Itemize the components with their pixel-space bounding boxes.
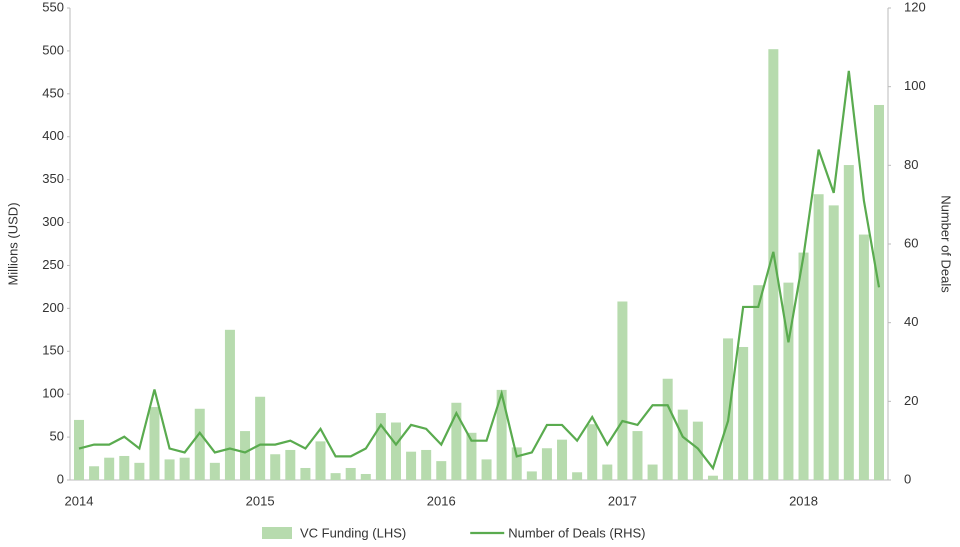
bar bbox=[798, 252, 809, 480]
bar bbox=[285, 449, 296, 480]
bar bbox=[707, 475, 718, 480]
bar bbox=[315, 441, 326, 480]
bar bbox=[345, 467, 356, 480]
bar bbox=[104, 457, 115, 480]
y-axis-title: Millions (USD) bbox=[5, 202, 20, 285]
bar bbox=[813, 194, 824, 480]
bar bbox=[768, 49, 779, 481]
y-tick-label: 50 bbox=[50, 429, 64, 444]
bar bbox=[134, 462, 145, 480]
bar bbox=[481, 459, 492, 480]
bar bbox=[874, 104, 884, 480]
bar bbox=[406, 451, 417, 480]
x-tick-label: 2018 bbox=[789, 493, 818, 508]
line bbox=[78, 70, 881, 471]
bar bbox=[677, 409, 688, 480]
bar bbox=[496, 389, 507, 480]
y-tick-label: 300 bbox=[42, 214, 64, 229]
bar bbox=[662, 378, 673, 480]
bar bbox=[194, 408, 205, 480]
y2-tick-label: 80 bbox=[904, 157, 918, 172]
legend-label: VC Funding (LHS) bbox=[300, 525, 406, 540]
y-tick-label: 100 bbox=[42, 386, 64, 401]
bar bbox=[511, 447, 522, 480]
y2-axis-title: Number of Deals bbox=[939, 195, 954, 293]
y-tick-label: 250 bbox=[42, 257, 64, 272]
bar bbox=[119, 455, 130, 480]
bar bbox=[466, 432, 477, 480]
bar bbox=[602, 464, 613, 480]
y2-tick-label: 20 bbox=[904, 393, 918, 408]
bar bbox=[828, 205, 839, 480]
y2-tick-label: 60 bbox=[904, 235, 918, 250]
bar bbox=[557, 439, 568, 480]
bar bbox=[209, 462, 220, 480]
y2-tick-label: 40 bbox=[904, 314, 918, 329]
x-tick-label: 2017 bbox=[608, 493, 637, 508]
bar bbox=[572, 472, 583, 480]
y-tick-label: 500 bbox=[42, 42, 64, 57]
bar bbox=[270, 454, 281, 480]
bar bbox=[255, 396, 266, 480]
bar bbox=[300, 467, 311, 480]
bar bbox=[330, 473, 341, 480]
y-tick-label: 150 bbox=[42, 343, 64, 358]
x-tick-label: 2016 bbox=[427, 493, 456, 508]
bar bbox=[843, 165, 854, 480]
bar bbox=[179, 457, 190, 480]
bar bbox=[436, 461, 447, 480]
bar bbox=[541, 448, 552, 480]
bar bbox=[390, 422, 401, 480]
bar bbox=[783, 282, 794, 480]
bar bbox=[632, 431, 643, 480]
bar bbox=[738, 346, 749, 480]
y2-tick-label: 0 bbox=[904, 471, 911, 486]
bar bbox=[224, 329, 235, 480]
y-tick-label: 0 bbox=[57, 471, 64, 486]
y-tick-label: 350 bbox=[42, 171, 64, 186]
bar bbox=[360, 473, 371, 480]
x-tick-label: 2014 bbox=[65, 493, 94, 508]
bar bbox=[587, 424, 598, 480]
bar bbox=[753, 285, 764, 480]
bar bbox=[617, 301, 628, 480]
y-tick-label: 400 bbox=[42, 128, 64, 143]
legend-label: Number of Deals (RHS) bbox=[508, 525, 645, 540]
legend-swatch bbox=[262, 527, 292, 539]
bar bbox=[647, 464, 658, 480]
bar bbox=[421, 449, 432, 480]
y2-tick-label: 120 bbox=[904, 0, 926, 14]
bar bbox=[375, 413, 386, 480]
y-tick-label: 200 bbox=[42, 300, 64, 315]
bar bbox=[149, 407, 160, 480]
bar bbox=[89, 466, 100, 480]
y2-tick-label: 100 bbox=[904, 78, 926, 93]
bar bbox=[692, 421, 703, 480]
bar bbox=[164, 459, 175, 480]
y-tick-label: 550 bbox=[42, 0, 64, 14]
bar bbox=[451, 402, 462, 480]
x-tick-label: 2015 bbox=[246, 493, 275, 508]
bar bbox=[526, 471, 537, 480]
bar bbox=[858, 234, 869, 480]
bar bbox=[240, 431, 251, 480]
bar bbox=[74, 419, 84, 480]
bar bbox=[723, 338, 734, 480]
y-tick-label: 450 bbox=[42, 85, 64, 100]
